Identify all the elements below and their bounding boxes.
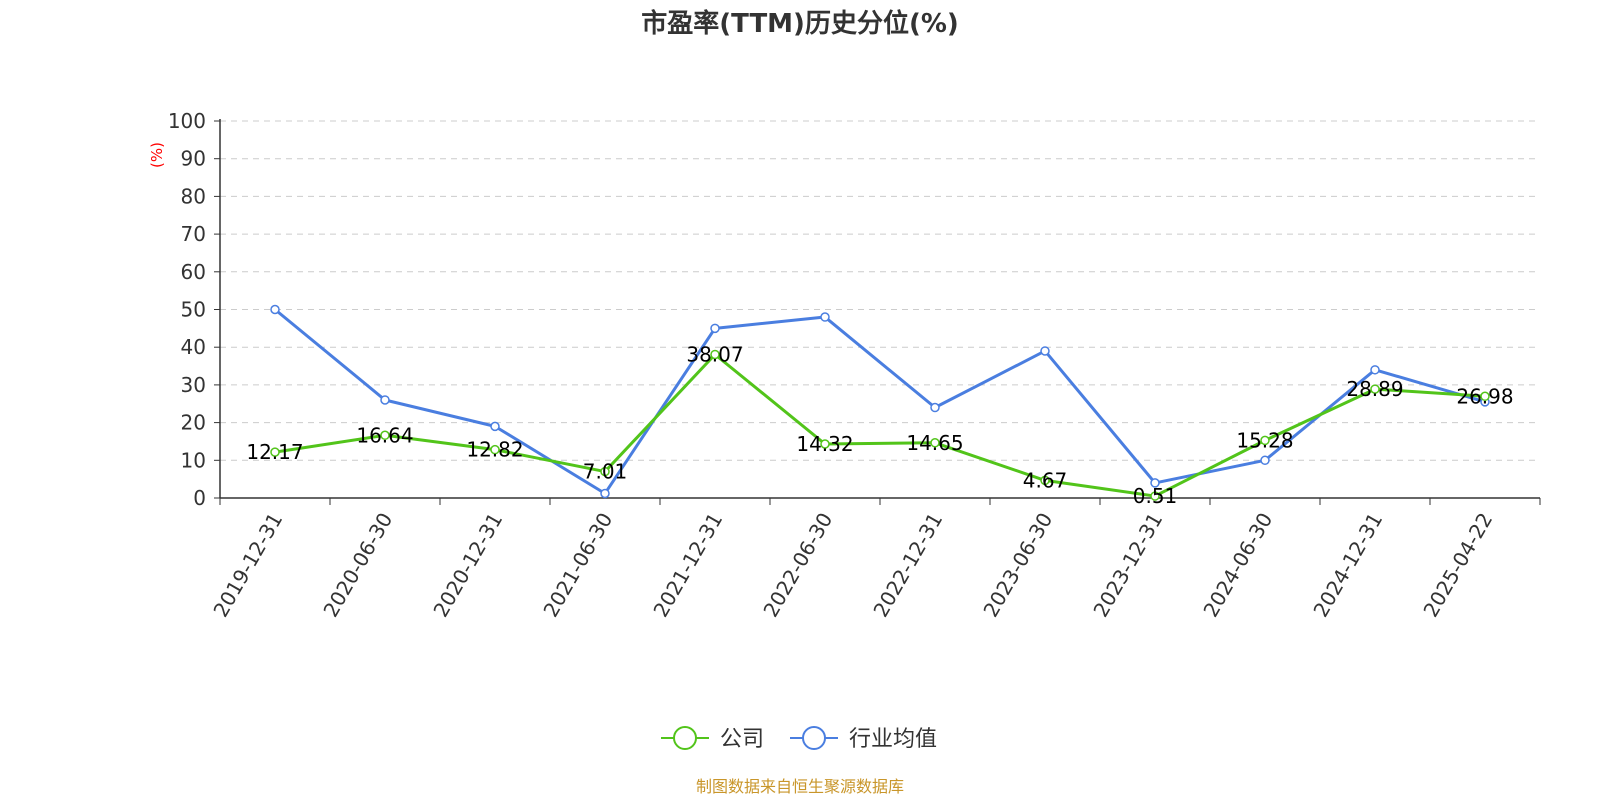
x-tick-label: 2020-12-31 bbox=[428, 509, 507, 622]
grid-lines bbox=[220, 120, 1540, 461]
y-tick-label: 40 bbox=[181, 335, 206, 359]
legend-item-industry-average[interactable]: 行业均值 bbox=[790, 726, 937, 752]
y-tick-label: 50 bbox=[181, 298, 206, 322]
industry-average-point bbox=[930, 402, 940, 413]
x-tick-label: 2024-06-30 bbox=[1198, 509, 1277, 622]
industry-average-point bbox=[380, 395, 390, 405]
industry-average-point bbox=[1150, 478, 1160, 488]
y-tick-label: 10 bbox=[181, 448, 206, 472]
y-tick-label: 20 bbox=[181, 411, 206, 435]
company-data-label: 7.01 bbox=[583, 460, 628, 484]
company-point bbox=[490, 444, 500, 455]
company-point bbox=[1480, 391, 1490, 402]
y-axis-unit: (%) bbox=[148, 142, 166, 168]
x-tick-label: 2025-04-22 bbox=[1418, 509, 1497, 622]
industry-average-point bbox=[710, 323, 720, 334]
company-point bbox=[930, 438, 940, 448]
industry-average-point bbox=[490, 421, 500, 432]
company-data-label: 14.32 bbox=[796, 432, 853, 456]
industry-average-line bbox=[274, 308, 1486, 495]
y-tick-label: 70 bbox=[181, 222, 206, 246]
y-tick-label: 80 bbox=[181, 184, 206, 208]
legend: 公司 行业均值 bbox=[661, 726, 937, 752]
legend-item-company[interactable]: 公司 bbox=[661, 726, 764, 752]
company-line bbox=[274, 352, 1486, 498]
company-point bbox=[1150, 491, 1160, 501]
source-note: 制图数据来自恒生聚源数据库 bbox=[696, 777, 904, 796]
x-tick-label: 2024-12-31 bbox=[1308, 509, 1387, 622]
chart-title: 市盈率(TTM)历史分位(%) bbox=[641, 8, 959, 39]
legend-label-company: 公司 bbox=[720, 727, 764, 752]
industry-average-point bbox=[1370, 365, 1380, 375]
x-tick-label: 2019-12-31 bbox=[208, 509, 287, 622]
x-tick-label: 2023-12-31 bbox=[1088, 509, 1167, 622]
company-point bbox=[1370, 384, 1380, 394]
company-data-label: 4.67 bbox=[1023, 468, 1068, 492]
x-tick-label: 2021-06-30 bbox=[538, 509, 617, 622]
x-tick-label: 2020-06-30 bbox=[318, 509, 397, 622]
y-tick-label: 100 bbox=[168, 109, 206, 133]
company-point bbox=[820, 439, 830, 449]
company-data-label: 16.64 bbox=[356, 423, 413, 447]
series-lines bbox=[270, 304, 1490, 501]
industry-average-point bbox=[1040, 346, 1050, 356]
company-data-label: 14.65 bbox=[906, 431, 963, 455]
data-labels: 12.17 16.64 12.82 7.01 38.07 14.32 14.65 4.67 0.… bbox=[246, 342, 1513, 508]
legend-label-industry-average: 行业均值 bbox=[849, 727, 937, 752]
company-data-label: 28.89 bbox=[1346, 377, 1403, 401]
company-data-label: 12.17 bbox=[246, 440, 303, 464]
industry-average-point bbox=[820, 312, 830, 322]
y-tick-label: 60 bbox=[181, 260, 206, 284]
company-data-label: 12.82 bbox=[466, 438, 523, 462]
x-tick-label: 2021-12-31 bbox=[648, 509, 727, 622]
y-tick-label: 0 bbox=[193, 486, 206, 510]
axes: 0 10 20 30 40 50 60 70 80 90 100 2019-12-31 2020-06-… bbox=[168, 109, 1541, 622]
company-data-label: 15.28 bbox=[1236, 428, 1293, 452]
company-data-label: 26.98 bbox=[1456, 384, 1513, 408]
x-tick-label: 2023-06-30 bbox=[978, 509, 1057, 622]
industry-average-point bbox=[1260, 455, 1270, 466]
company-point bbox=[1260, 435, 1270, 446]
company-point bbox=[1040, 475, 1050, 486]
company-point bbox=[380, 430, 390, 441]
x-tick-label: 2022-06-30 bbox=[758, 509, 837, 622]
y-tick-label: 90 bbox=[181, 147, 206, 171]
company-point bbox=[600, 466, 610, 477]
company-data-label: 0.51 bbox=[1133, 484, 1178, 508]
industry-average-point bbox=[600, 488, 610, 499]
company-point bbox=[710, 349, 720, 360]
company-point bbox=[270, 447, 280, 457]
industry-average-point bbox=[270, 304, 280, 315]
company-data-label: 38.07 bbox=[686, 342, 743, 366]
y-tick-label: 30 bbox=[181, 373, 206, 397]
x-tick-label: 2022-12-31 bbox=[868, 509, 947, 622]
